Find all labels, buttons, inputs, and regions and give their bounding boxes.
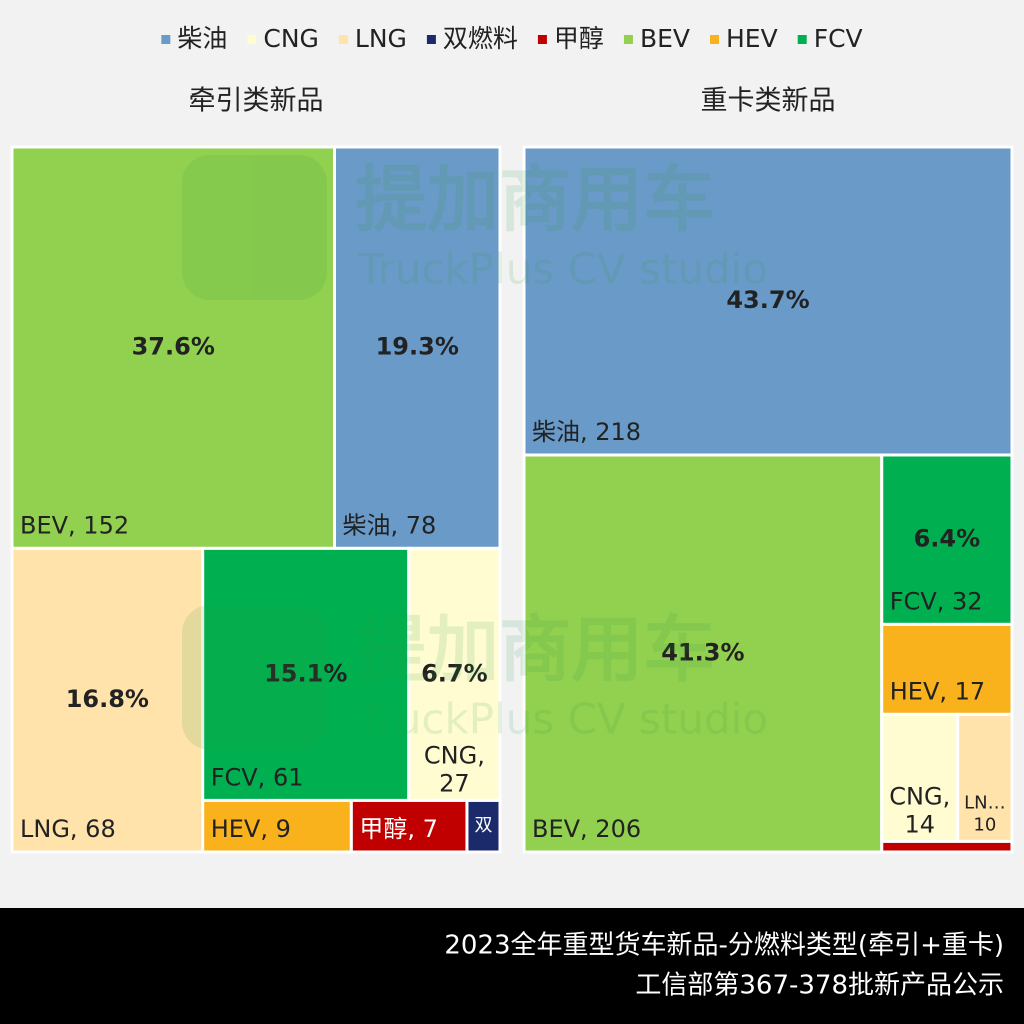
share-label: 15.1% — [264, 659, 347, 687]
share-label: 37.6% — [132, 333, 215, 361]
legend-item: BEV — [623, 24, 690, 53]
footer-line: 2023全年重型货车新品-分燃料类型(牵引+重卡) — [444, 931, 1004, 961]
value-label: HEV, 17 — [890, 677, 985, 705]
treemap-cell — [522, 453, 884, 854]
legend-label: 柴油 — [177, 24, 227, 53]
legend-swatch — [537, 35, 547, 44]
treemap-cell — [956, 712, 1014, 843]
value-label: CNG, 27 — [424, 741, 485, 797]
legend-label: LNG — [355, 24, 407, 53]
treemap-cell — [465, 798, 502, 854]
treemap-cell — [407, 546, 502, 802]
watermark-sub: TruckPlus CV studio — [357, 245, 768, 294]
share-label: 43.7% — [726, 286, 809, 314]
value-label: 柴油, 78 — [343, 511, 437, 539]
treemap-cell — [10, 145, 337, 550]
treemap-cell — [201, 798, 353, 854]
watermark-text: 提加商用车 — [355, 158, 715, 242]
treemap-cell — [880, 622, 1014, 716]
treemaps: 37.6% BEV, 152 19.3% 柴油, 78 16.8% LNG, 68 15.1… — [10, 145, 1014, 854]
legend-item: 双燃料 — [426, 24, 518, 53]
value-label: FCV, 32 — [890, 587, 983, 615]
legend-label: 甲醇 — [554, 24, 604, 53]
watermark-logo — [182, 605, 327, 750]
chart-title: 牵引类新品 — [189, 86, 324, 117]
value-label: LN… 10 — [964, 792, 1006, 835]
legend-item: FCV — [797, 24, 863, 53]
footer-line: 工信部第367-378批新产品公示 — [635, 971, 1004, 1001]
treemap-cell — [349, 798, 469, 854]
value-label: LNG, 68 — [20, 815, 116, 843]
footer-band — [0, 908, 1024, 1024]
share-label: 6.4% — [914, 525, 981, 553]
watermark-logo — [182, 155, 327, 300]
treemap-cell — [880, 712, 960, 843]
watermark-sub: TruckPlus CV studio — [357, 695, 768, 744]
chart-title: 重卡类新品 — [701, 86, 836, 117]
value-label: BEV, 152 — [20, 511, 129, 539]
legend-label: 双燃料 — [443, 24, 518, 53]
legend-label: CNG — [263, 24, 319, 53]
legend-swatch — [797, 35, 807, 44]
share-label: 16.8% — [66, 685, 149, 713]
value-label: CNG, 14 — [889, 782, 950, 838]
treemap-cell — [522, 145, 1014, 457]
legend-swatch — [247, 35, 257, 44]
treemap-cell — [880, 839, 1014, 854]
legend-item: 柴油 — [161, 24, 227, 53]
legend-label: HEV — [726, 24, 778, 53]
legend: 柴油 CNG LNG 双燃料 甲醇 BEV HEV FCV — [161, 24, 863, 53]
legend-swatch — [623, 35, 633, 44]
share-label: 6.7% — [421, 659, 488, 687]
legend-label: BEV — [640, 24, 690, 53]
legend-item: LNG — [338, 24, 407, 53]
value-label: 柴油, 218 — [532, 418, 641, 446]
value-label: HEV, 9 — [211, 815, 291, 843]
treemap-cell — [880, 453, 1014, 626]
legend-item: CNG — [247, 24, 319, 53]
value-label: BEV, 206 — [532, 815, 641, 843]
share-label: 19.3% — [376, 333, 459, 361]
legend-swatch — [710, 35, 719, 44]
value-label: 甲醇, 7 — [359, 815, 438, 843]
legend-label: FCV — [814, 24, 863, 53]
legend-item: HEV — [710, 24, 778, 53]
treemap-cell — [333, 145, 502, 550]
treemap-cell — [10, 546, 205, 854]
legend-swatch — [426, 35, 436, 44]
legend-item: 甲醇 — [537, 24, 604, 53]
value-label: FCV, 61 — [211, 763, 304, 791]
value-label: 双 — [474, 815, 492, 836]
legend-swatch — [161, 35, 171, 44]
watermark-text: 提加商用车 — [355, 608, 715, 692]
legend-swatch — [338, 35, 348, 44]
share-label: 41.3% — [661, 638, 744, 666]
